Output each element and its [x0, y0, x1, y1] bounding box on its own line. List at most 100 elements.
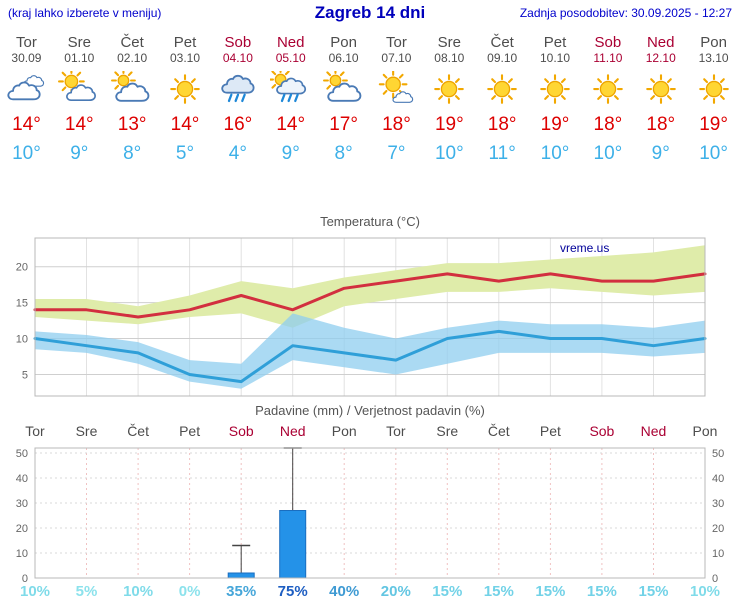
precip-day-label: Pet [540, 423, 561, 439]
temp-min: 10° [699, 143, 728, 164]
precip-probability: 0% [179, 583, 201, 600]
temp-min: 10° [540, 143, 570, 164]
sunny-icon [159, 71, 212, 111]
temp-min: 11° [488, 143, 516, 164]
day-column-tor-30.09: Tor 30.09 14° 10° [0, 30, 53, 165]
sunny-icon [423, 71, 476, 111]
precipitation-chart: 0 0 10 10 20 20 30 30 40 40 50 50 Tor Sre Čet Pet Sob Ned… [16, 423, 725, 600]
day-column-pet-10.10: Pet 10.10 19° 10° [529, 30, 582, 165]
precip-bar [227, 572, 255, 579]
day-name: Sob [594, 34, 622, 51]
gridlines [35, 448, 705, 578]
partly-cloudy-icon [53, 68, 106, 111]
temp-min: 9° [70, 143, 89, 164]
page-title: Zagreb 14 dni [314, 3, 426, 22]
day-name: Ned [276, 34, 305, 51]
sun-rain-icon [264, 67, 317, 111]
mostly-cloudy-icon [106, 68, 159, 111]
precip-probability: 10% [123, 583, 153, 600]
forecast-strip: Tor 30.09 14° 10° Sre 01.10 14° 9° Čet 02.10 13° 8°… [0, 30, 740, 165]
precip-probability: 15% [535, 583, 565, 600]
precip-bar [279, 510, 307, 579]
day-date: 12.10 [645, 51, 676, 65]
day-date: 04.10 [222, 51, 253, 65]
day-date: 05.10 [275, 51, 306, 65]
precip-day-label: Sob [229, 423, 254, 439]
temp-max: 18° [593, 114, 623, 135]
sunny-icon [529, 71, 582, 111]
precip-day-label: Sob [589, 423, 614, 439]
temp-max: 18° [487, 114, 517, 135]
temp-max: 14° [64, 114, 94, 135]
temp-min: 10° [434, 143, 464, 164]
day-name: Tor [16, 34, 37, 51]
temp-min: 10° [593, 143, 623, 164]
day-date: 02.10 [117, 51, 148, 65]
day-name: Pet [173, 34, 197, 51]
day-date: 30.09 [11, 51, 42, 65]
svg-text:40: 40 [712, 473, 724, 485]
day-name: Sre [67, 34, 91, 51]
svg-text:0: 0 [22, 573, 28, 585]
day-date: 09.10 [487, 51, 518, 65]
chart-border [34, 447, 706, 579]
vreme-us-watermark: vreme.us [560, 241, 609, 255]
sunny-icon [581, 71, 634, 111]
temp-min: 5° [175, 143, 195, 164]
temp-min: 8° [123, 143, 142, 164]
temp-max: 17° [329, 114, 358, 135]
precip-day-label: Čet [488, 423, 510, 439]
y-axis-labels: 5 10 15 20 [16, 262, 28, 382]
day-name: Pet [543, 34, 567, 51]
temp-min: 7° [387, 143, 406, 164]
day-column-tor-07.10: Tor 07.10 18° 7° [370, 30, 423, 165]
temp-max-line [33, 272, 707, 319]
svg-text:10: 10 [16, 548, 28, 560]
last-update-timestamp: Zadnja posodobitev: 30.09.2025 - 12:27 [519, 6, 732, 20]
day-name: Pon [700, 34, 727, 51]
day-column-čet-09.10: Čet 09.10 18° 11° [476, 30, 529, 165]
sunny-icon [634, 71, 687, 111]
day-name: Sre [437, 34, 461, 51]
day-date: 08.10 [434, 51, 465, 65]
day-column-čet-02.10: Čet 02.10 13° 8° [106, 30, 159, 165]
svg-text:10: 10 [16, 334, 28, 346]
temp-max: 16° [223, 114, 253, 135]
temp-min-range-band [35, 313, 705, 389]
svg-text:10: 10 [712, 548, 724, 560]
precip-day-label: Čet [127, 423, 149, 439]
precip-day-label: Sre [76, 423, 98, 439]
temp-max: 18° [646, 114, 676, 135]
day-column-pon-06.10: Pon 06.10 17° 8° [317, 30, 370, 165]
svg-text:50: 50 [712, 448, 724, 460]
temp-max: 19° [699, 114, 728, 135]
temp-min: 9° [281, 143, 300, 164]
svg-text:20: 20 [16, 262, 28, 274]
precip-probability: 15% [638, 583, 668, 600]
precip-probability: 10% [20, 583, 50, 600]
precip-probability: 15% [587, 583, 617, 600]
svg-text:15: 15 [16, 298, 28, 310]
svg-text:30: 30 [712, 498, 724, 510]
day-column-pet-03.10: Pet 03.10 14° 5° [159, 30, 212, 165]
precip-day-label: Tor [25, 423, 45, 439]
day-name: Ned [646, 34, 675, 51]
day-name: Pon [330, 34, 357, 51]
mostly-sunny-icon [370, 69, 423, 111]
day-date: 11.10 [593, 51, 623, 65]
day-column-ned-12.10: Ned 12.10 18° 9° [634, 30, 687, 165]
temp-min: 4° [228, 143, 247, 164]
day-name: Čet [120, 34, 144, 51]
precip-probability: 15% [484, 583, 514, 600]
y-axis-labels: 0 0 10 10 20 20 30 30 40 40 50 50 [16, 448, 725, 585]
chart-border [34, 237, 706, 397]
svg-text:50: 50 [16, 448, 28, 460]
day-column-sre-01.10: Sre 01.10 14° 9° [53, 30, 106, 165]
svg-text:20: 20 [712, 523, 724, 535]
precip-day-label: Ned [280, 423, 306, 439]
temp-max: 18° [382, 114, 411, 135]
svg-text:40: 40 [16, 473, 28, 485]
temp-max: 19° [434, 114, 464, 135]
svg-text:30: 30 [16, 498, 28, 510]
temp-max: 13° [117, 114, 147, 135]
